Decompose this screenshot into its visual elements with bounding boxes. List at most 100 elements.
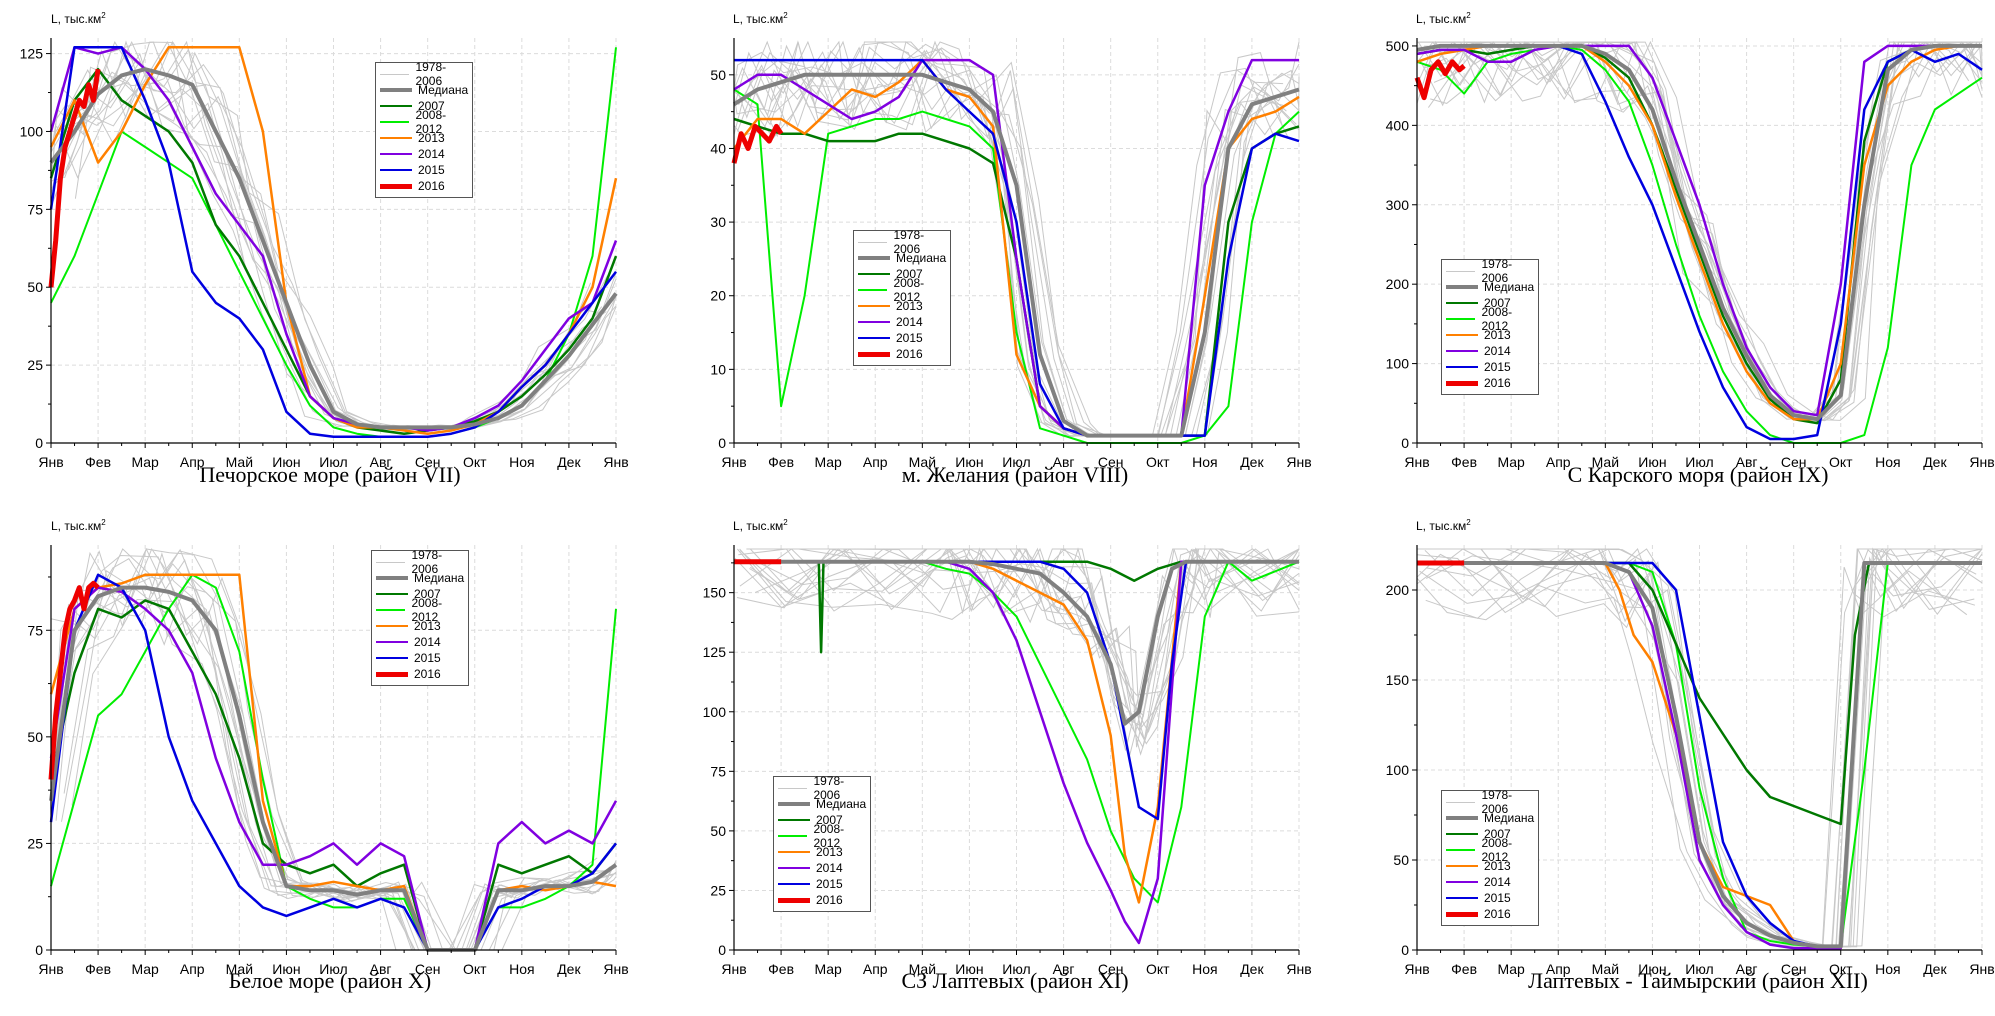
series-line-2016	[731, 123, 784, 164]
legend-label: Медиана	[418, 83, 469, 97]
y-axis-label: L, тыс.км2	[733, 518, 788, 533]
y-tick-label: 150	[1386, 672, 1410, 688]
x-tick-label: Июл	[1685, 961, 1713, 977]
x-tick-label: Окт	[1829, 961, 1853, 977]
x-tick-label: Авг	[370, 454, 392, 470]
legend-label: 2014	[1484, 344, 1511, 358]
legend-label: 2015	[414, 651, 441, 665]
x-tick-label: Фев	[85, 454, 111, 470]
legend-label: 2008-2012	[1481, 836, 1513, 864]
series-line-Медиана	[49, 67, 618, 430]
x-tick-label: Янв	[38, 961, 63, 977]
legend-swatch	[380, 152, 412, 156]
x-tick-label: Янв	[721, 454, 746, 470]
legend-entry: 2007	[1446, 826, 1534, 842]
legend-label: 2008-2012	[411, 596, 443, 624]
legend-entry: 2008-2012	[858, 276, 946, 304]
y-tick-label: 50	[1393, 852, 1409, 868]
x-tick-label: Фев	[1451, 961, 1477, 977]
legend-label: 2015	[1484, 891, 1511, 905]
series-line-1978-2006	[1416, 549, 1958, 948]
x-tick-label: Окт	[1829, 454, 1853, 470]
x-tick-label: Ноя	[1192, 454, 1217, 470]
series-line-2015	[49, 573, 617, 952]
series-line-2013	[733, 58, 1300, 437]
y-tick-label: 40	[710, 140, 726, 156]
legend-label: Медиана	[816, 797, 867, 811]
legend-swatch	[376, 592, 408, 596]
legend-entry: 2008-2012	[778, 822, 866, 850]
y-axis-label-sup: 2	[101, 11, 106, 20]
legend-entry: 2007	[778, 812, 866, 828]
legend-label: 2014	[896, 315, 923, 329]
legend-swatch	[858, 320, 890, 324]
legend-swatch	[778, 866, 810, 870]
legend-swatch	[380, 136, 412, 140]
legend-label: 2016	[1484, 907, 1511, 921]
legend-label: 2016	[1484, 376, 1511, 390]
legend-swatch	[376, 624, 408, 628]
legend-swatch	[376, 609, 406, 611]
series-line-1978-2006	[754, 41, 1300, 438]
legend-label: 2008-2012	[1481, 305, 1513, 333]
legend-entry: 2015	[1446, 359, 1534, 375]
chart-legend: 1978-2006 Медиана 2007 2008-2012 2013 2014 201…	[773, 774, 872, 912]
x-tick-label: Окт	[1146, 454, 1170, 470]
series-line-1978-2006	[738, 547, 1300, 717]
legend-swatch	[376, 656, 408, 660]
series-line-1978-2006	[1426, 41, 1982, 422]
legend-swatch	[858, 241, 888, 243]
legend-swatch	[1446, 864, 1478, 868]
legend-swatch	[1446, 349, 1478, 353]
series-line-1978-2006	[1425, 548, 1983, 948]
legend-label: 2013	[418, 131, 445, 145]
legend-label: 2015	[896, 331, 923, 345]
x-tick-label: Апр	[1546, 454, 1571, 470]
x-tick-label: Мар	[131, 454, 159, 470]
x-tick-label: Янв	[603, 454, 628, 470]
x-tick-label: Июл	[319, 454, 347, 470]
x-tick-label: Сен	[1098, 454, 1124, 470]
legend-label: 2015	[816, 877, 843, 891]
y-axis-label: L, тыс.км2	[51, 518, 106, 533]
series-line-2016	[48, 580, 100, 780]
series-line-1978-2006	[737, 548, 1300, 749]
legend-swatch	[1446, 880, 1478, 884]
x-tick-label: Апр	[180, 454, 205, 470]
y-tick-label: 0	[718, 942, 726, 958]
y-tick-label: 100	[703, 704, 727, 720]
legend-entry: 2014	[376, 634, 464, 650]
legend-label: 1978-2006	[1481, 788, 1513, 816]
chart-title: СЗ Лаптевых (район XI)	[901, 968, 1129, 993]
x-tick-label: Янв	[1404, 454, 1429, 470]
legend-entry: Медиана	[380, 82, 468, 98]
legend-swatch	[376, 671, 408, 677]
legend-label: 1978-2006	[411, 548, 443, 576]
legend-swatch	[858, 289, 888, 291]
x-tick-label: Мар	[814, 454, 842, 470]
legend-label: Медиана	[896, 251, 947, 265]
y-tick-label: 0	[35, 942, 43, 958]
y-tick-label: 10	[710, 361, 726, 377]
legend-entry: 2008-2012	[1446, 305, 1534, 333]
legend-label: 2016	[816, 893, 843, 907]
legend-swatch	[376, 576, 408, 580]
series-line-2008-2012	[1416, 44, 1983, 444]
series-line-2016	[1414, 59, 1466, 101]
legend-entry: 2016	[376, 666, 464, 682]
legend-entry: 1978-2006	[376, 548, 464, 576]
series-line-1978-2006	[739, 548, 1300, 719]
series-line-1978-2006	[50, 71, 603, 430]
legend-label: 2015	[1484, 360, 1511, 374]
series-line-1978-2006	[749, 547, 1300, 745]
legend-label: 1978-2006	[813, 774, 845, 802]
y-tick-label: 125	[703, 644, 727, 660]
series-line-2015	[734, 58, 1300, 437]
y-tick-label: 100	[1386, 762, 1410, 778]
x-tick-label: Янв	[1286, 454, 1311, 470]
y-axis-label: L, тыс.км2	[733, 11, 788, 26]
legend-entry: 2014	[778, 860, 866, 876]
legend-entry: 1978-2006	[380, 60, 468, 88]
y-tick-label: 25	[27, 835, 43, 851]
